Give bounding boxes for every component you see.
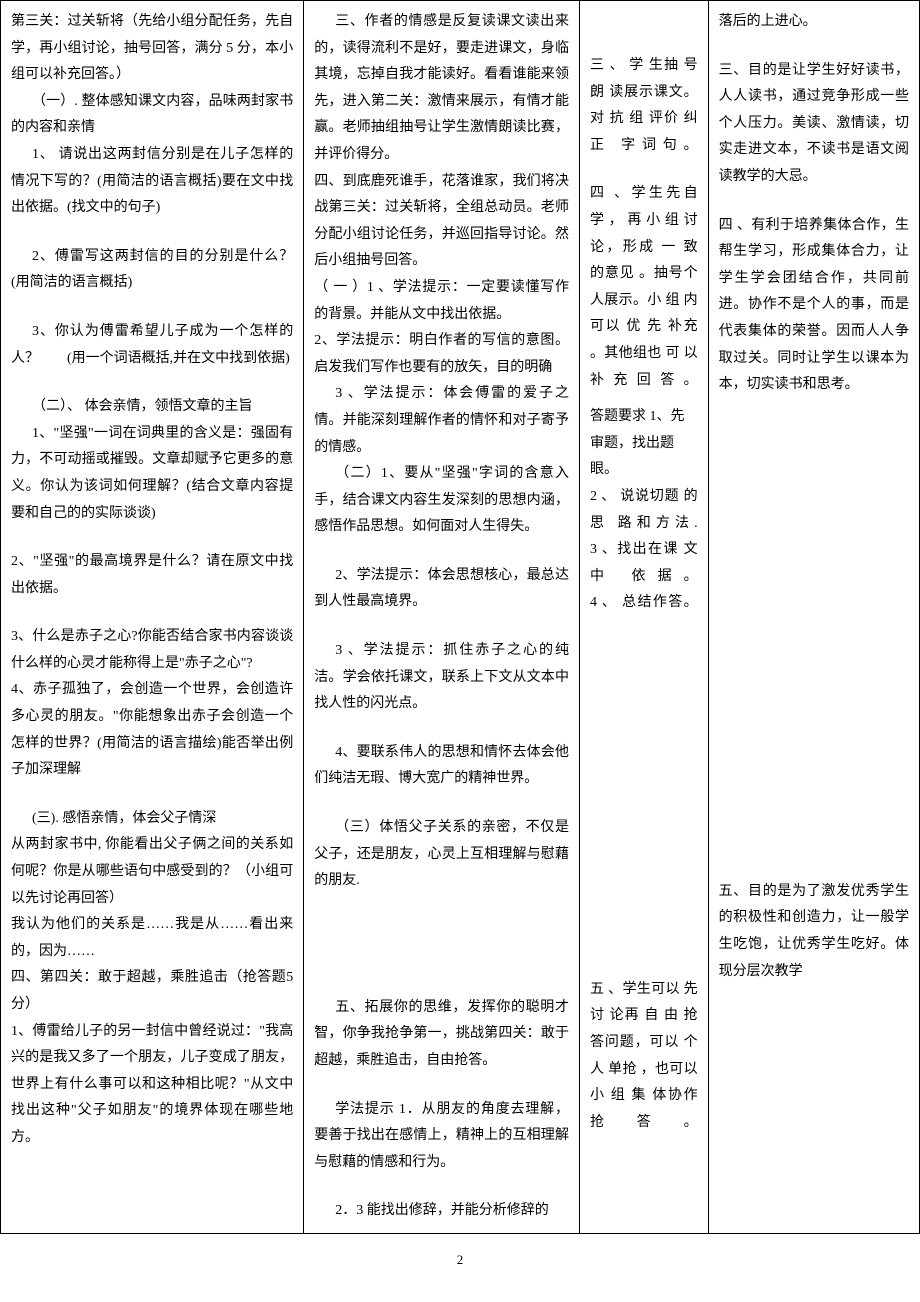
c4-p1: 落后的上进心。 xyxy=(719,9,909,36)
c3-p3: 答题要求 1、先审题，找出题眼。 xyxy=(590,404,698,484)
c1-p13: 我认为他们的关系是……我是从……看出来的，因为…… xyxy=(11,912,293,965)
c2-p6: （二）1、要从"坚强"字词的含意入手，结合课文内容生发深刻的思想内涵，感悟作品思… xyxy=(314,461,569,541)
c1-p12: 从两封家书中, 你能看出父子俩之间的关系如何呢？你是从哪些语句中感受到的？（小组… xyxy=(11,832,293,912)
lesson-plan-table: 第三关：过关斩将（先给小组分配任务，先自学，再小组讨论，抽号回答，满分 5 分，… xyxy=(0,0,920,1234)
c1-p14: 四、第四关：敢于超越，乘胜追击（抢答题5 分） xyxy=(11,965,293,1018)
c1-p3: 1、 请说出这两封信分别是在儿子怎样的情况下写的？(用简洁的语言概括)要在文中找… xyxy=(11,142,293,222)
page-container: 第三关：过关斩将（先给小组分配任务，先自学，再小组讨论，抽号回答，满分 5 分，… xyxy=(0,0,920,1273)
c2-p2: 四、到底鹿死谁手，花落谁家，我们将决战第三关：过关斩将，全组总动员。老师分配小组… xyxy=(314,169,569,275)
c3-p2: 四 、学生先自学，再小组讨论，形成 一 致 的意见 。抽号个人展示。小 组 内 … xyxy=(590,181,698,394)
c3-p6: 4 、 总结作答。 xyxy=(590,590,698,617)
c2-p11: 五、拓展你的思维，发挥你的聪明才智，你争我抢争第一，挑战第四关：敢于超越，乘胜追… xyxy=(314,995,569,1075)
page-number: 2 xyxy=(0,1248,920,1273)
c1-p10: 4、赤子孤独了，会创造一个世界，会创造许多心灵的朋友。"你能想象出赤子会创造一个… xyxy=(11,677,293,783)
column-1: 第三关：过关斩将（先给小组分配任务，先自学，再小组讨论，抽号回答，满分 5 分，… xyxy=(1,1,304,1234)
c2-p7: 2、学法提示：体会思想核心，最总达到人性最高境界。 xyxy=(314,563,569,616)
c2-p12: 学法提示 1．从朋友的角度去理解，要善于找出在感情上，精神上的互相理解与慰藉的情… xyxy=(314,1097,569,1177)
c1-p7: 1、"坚强"一词在词典里的含义是：强固有力，不可动摇或摧毁。文章却赋予它更多的意… xyxy=(11,421,293,527)
table-row: 第三关：过关斩将（先给小组分配任务，先自学，再小组讨论，抽号回答，满分 5 分，… xyxy=(1,1,920,1234)
c1-p8: 2、"坚强"的最高境界是什么？请在原文中找出依据。 xyxy=(11,549,293,602)
c1-p11: (三). 感悟亲情，体会父子情深 xyxy=(11,806,293,833)
c1-p9: 3、什么是赤子之心?你能否结合家书内容谈谈什么样的心灵才能称得上是"赤子之心"? xyxy=(11,624,293,677)
c1-p1: 第三关：过关斩将（先给小组分配任务，先自学，再小组讨论，抽号回答，满分 5 分，… xyxy=(11,9,293,89)
c3-p4: 2 、 说说切题 的 思 路和方法. xyxy=(590,484,698,537)
c1-p4: 2、傅雷写这两封信的目的分别是什么？(用简洁的语言概括) xyxy=(11,244,293,297)
c1-p2: （一）. 整体感知课文内容，品味两封家书的内容和亲情 xyxy=(11,89,293,142)
c1-p15: 1、傅雷给儿子的另一封信中曾经说过："我高兴的是我又多了一个朋友，儿子变成了朋友… xyxy=(11,1019,293,1152)
c1-p6: （二）、 体会亲情，领悟文章的主旨 xyxy=(11,394,293,421)
c2-p4: 2、学法提示：明白作者的写信的意图。启发我们写作也要有的放矢，目的明确 xyxy=(314,328,569,381)
c4-p2: 三、目的是让学生好好读书，人人读书，通过竞争形成一些个人压力。美读、激情读，切实… xyxy=(719,58,909,191)
c2-p9: 4、要联系伟人的思想和情怀去体会他们纯洁无瑕、博大宽广的精神世界。 xyxy=(314,740,569,793)
c4-p4: 五、目的是为了激发优秀学生的积极性和创造力，让一般学生吃饱，让优秀学生吃好。体现… xyxy=(719,879,909,985)
c3-p7: 五 、学生可以 先 讨 论再 自 由 抢答问题，可以 个 人 单抢 ，也可以小 … xyxy=(590,977,698,1137)
c2-p8: 3 、学法提示：抓住赤子之心的纯洁。学会依托课文，联系上下文从文本中找人性的闪光… xyxy=(314,638,569,718)
c1-p5: 3、你认为傅雷希望儿子成为一个怎样的人？ (用一个词语概括,并在文中找到依据) xyxy=(11,319,293,372)
c2-p3: （ 一 ）1 、学法提示：一定要读懂写作的背景。并能从文中找出依据。 xyxy=(314,275,569,328)
column-3: 三 、 学 生抽 号 朗 读展示课文。对 抗 组 评价 纠 正 字词句。 四 、… xyxy=(579,1,708,1234)
c3-p1: 三 、 学 生抽 号 朗 读展示课文。对 抗 组 评价 纠 正 字词句。 xyxy=(590,53,698,159)
c2-p10: （三）体悟父子关系的亲密，不仅是父子，还是朋友，心灵上互相理解与慰藉的朋友. xyxy=(314,815,569,895)
column-4: 落后的上进心。 三、目的是让学生好好读书，人人读书，通过竞争形成一些个人压力。美… xyxy=(708,1,919,1234)
c3-p5: 3 、找出在课 文 中 依据。 xyxy=(590,537,698,590)
c2-p5: 3 、学法提示：体会傅雷的爱子之情。并能深刻理解作者的情怀和对子寄予的情感。 xyxy=(314,381,569,461)
column-2: 三、作者的情感是反复读课文读出来的，读得流利不是好，要走进课文，身临其境，忘掉自… xyxy=(304,1,580,1234)
c4-p3: 四 、有利于培养集体合作，生帮生学习，形成集体合力，让学生学会团结合作，共同前进… xyxy=(719,213,909,399)
c2-p1: 三、作者的情感是反复读课文读出来的，读得流利不是好，要走进课文，身临其境，忘掉自… xyxy=(314,9,569,169)
c2-p13: 2．3 能找出修辞，并能分析修辞的 xyxy=(314,1198,569,1225)
